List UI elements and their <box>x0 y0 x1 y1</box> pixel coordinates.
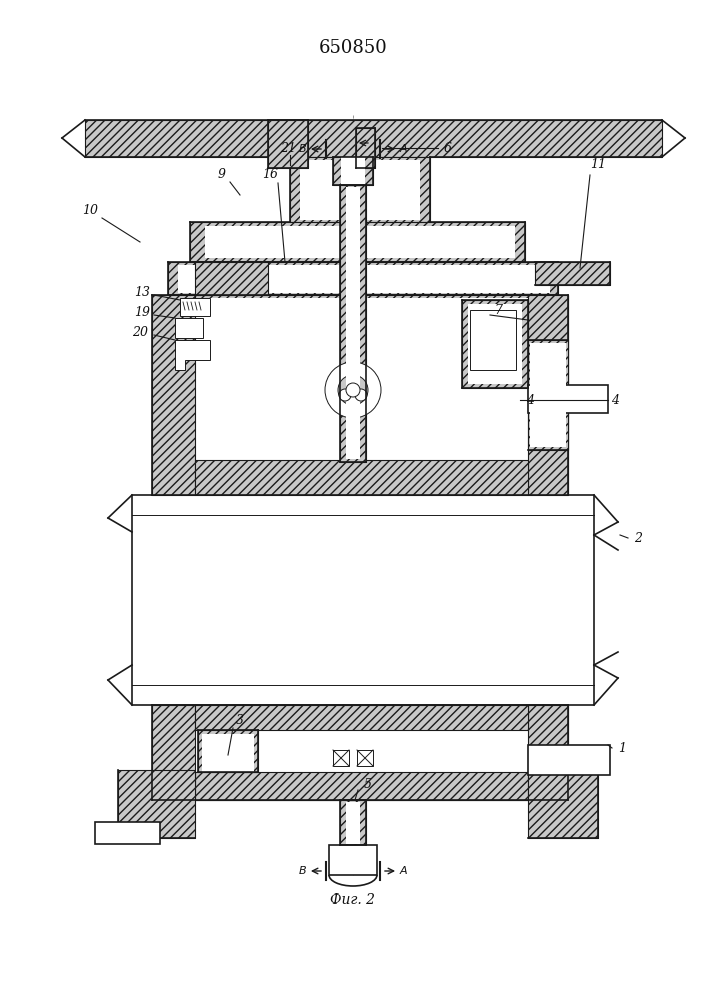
Bar <box>333 750 349 766</box>
Polygon shape <box>152 705 568 800</box>
Polygon shape <box>175 340 210 370</box>
Bar <box>202 734 254 772</box>
Polygon shape <box>528 340 568 450</box>
Circle shape <box>325 362 381 418</box>
Text: 7: 7 <box>494 304 502 316</box>
Text: 4: 4 <box>526 393 534 406</box>
Polygon shape <box>462 300 528 388</box>
Bar <box>205 226 515 258</box>
Polygon shape <box>195 772 528 800</box>
Polygon shape <box>528 295 568 495</box>
Text: 11: 11 <box>590 158 606 172</box>
Bar <box>300 160 420 220</box>
Text: 6: 6 <box>444 141 452 154</box>
Polygon shape <box>333 157 373 185</box>
Polygon shape <box>152 295 568 495</box>
Polygon shape <box>290 157 430 222</box>
Bar <box>178 265 550 293</box>
Polygon shape <box>340 800 366 845</box>
Polygon shape <box>195 705 528 730</box>
Bar <box>470 310 516 370</box>
Polygon shape <box>190 222 525 262</box>
Bar <box>346 802 360 844</box>
Polygon shape <box>195 262 268 295</box>
Bar <box>341 157 365 185</box>
Text: 3: 3 <box>236 714 244 726</box>
Text: 19: 19 <box>134 306 150 318</box>
Bar <box>195 298 533 491</box>
Text: 2: 2 <box>634 532 642 544</box>
Bar <box>530 343 566 447</box>
Text: 4: 4 <box>611 393 619 406</box>
Bar <box>175 318 203 338</box>
Polygon shape <box>268 120 308 168</box>
Circle shape <box>355 389 367 401</box>
Polygon shape <box>195 460 528 495</box>
Polygon shape <box>528 770 598 838</box>
Bar <box>180 298 210 316</box>
Polygon shape <box>528 705 568 800</box>
Text: 9: 9 <box>218 168 226 182</box>
Text: A: A <box>399 866 407 876</box>
Bar <box>95 822 160 844</box>
Text: 16: 16 <box>262 168 278 182</box>
Circle shape <box>339 389 351 401</box>
Polygon shape <box>168 262 558 295</box>
Text: B: B <box>299 144 307 154</box>
Bar <box>357 750 373 766</box>
Bar <box>528 385 608 413</box>
Circle shape <box>346 383 360 397</box>
Text: A: A <box>399 144 407 154</box>
Text: 1: 1 <box>618 742 626 754</box>
Text: 13: 13 <box>134 286 150 298</box>
Text: 10: 10 <box>82 204 98 217</box>
Bar <box>329 845 377 875</box>
Polygon shape <box>535 262 610 285</box>
Polygon shape <box>118 770 195 838</box>
Text: 21: 21 <box>280 141 296 154</box>
Text: 650850: 650850 <box>319 39 387 57</box>
Bar <box>528 745 610 775</box>
Text: B: B <box>299 866 307 876</box>
Polygon shape <box>85 120 662 157</box>
Polygon shape <box>356 128 375 168</box>
Polygon shape <box>152 295 195 495</box>
Bar <box>468 304 522 384</box>
Polygon shape <box>340 185 366 462</box>
Polygon shape <box>198 730 258 772</box>
Text: 5: 5 <box>364 778 372 792</box>
Bar <box>132 495 594 705</box>
Bar <box>195 708 533 798</box>
Text: 20: 20 <box>132 326 148 338</box>
Circle shape <box>338 375 368 405</box>
Polygon shape <box>152 705 195 800</box>
Bar <box>346 187 360 459</box>
Text: Фиг. 2: Фиг. 2 <box>330 893 375 907</box>
